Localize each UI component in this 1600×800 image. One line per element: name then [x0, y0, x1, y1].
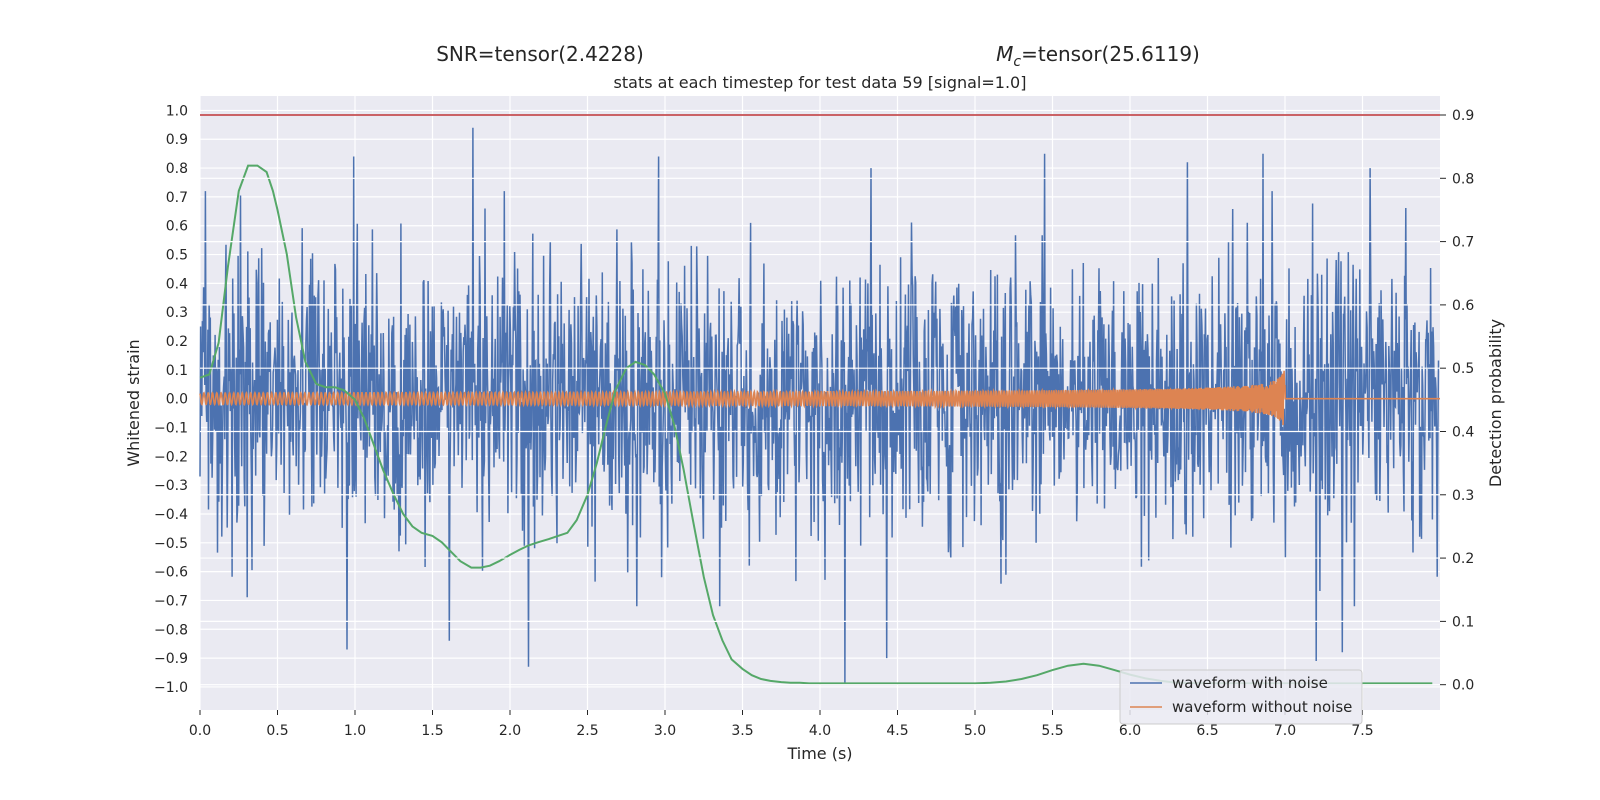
mc-subscript: c	[1013, 54, 1021, 70]
y-left-tick-label: −0.1	[154, 421, 188, 437]
snr-header: SNR=tensor(2.4228)	[436, 42, 644, 66]
detection-probability-series	[199, 164, 1433, 685]
x-tick-label: 0.0	[189, 723, 211, 739]
y-right-tick-label: 0.9	[1452, 108, 1474, 124]
y-left-tick-label: 0.8	[166, 161, 188, 177]
y-left-tick-label: 0.5	[166, 248, 188, 264]
mc-header: Mc=tensor(25.6119)	[996, 42, 1200, 70]
y-right-tick-label: 0.2	[1452, 551, 1474, 567]
x-tick-label: 6.5	[1196, 723, 1218, 739]
detection-probability-line	[199, 164, 1433, 685]
y-left-tick-label: 0.3	[166, 305, 188, 321]
y-axis-left-label: Whitened strain	[124, 339, 143, 466]
chart-title: stats at each timestep for test data 59 …	[614, 73, 1027, 92]
clean-waveform-series	[199, 370, 1440, 426]
legend-label-noise: waveform with noise	[1172, 674, 1328, 692]
y-right-tick-label: 0.6	[1452, 298, 1474, 314]
x-tick-label: 1.5	[421, 723, 443, 739]
y-axis-left: 1.0 0.9 0.8 0.7 0.6 0.5 0.4 0.3 0.2 0.1 0.0 −0.1 −0.…	[154, 103, 188, 696]
clean-waveform-line	[199, 370, 1440, 426]
y-left-tick-label: 0.7	[166, 190, 188, 206]
legend-label-clean: waveform without noise	[1172, 698, 1352, 716]
y-left-tick-label: −0.3	[154, 478, 188, 494]
legend-box	[1119, 669, 1363, 725]
y-left-tick-label: 0.0	[166, 392, 188, 408]
threshold-layer	[200, 114, 1440, 686]
y-axis-right-label: Detection probability	[1486, 319, 1505, 487]
y-right-tick-label: 0.8	[1452, 171, 1474, 187]
x-axis: 0.0 0.5 1.0 1.5 2.0 2.5 3.0 3.5 4.0 4.5 5.0 5.5 6.0 6…	[189, 710, 1374, 739]
x-axis-label: Time (s)	[786, 744, 852, 763]
y-left-tick-label: −0.9	[154, 651, 188, 667]
x-tick-label: 3.0	[654, 723, 676, 739]
y-left-tick-label: −0.6	[154, 565, 188, 581]
y-left-tick-label: −0.2	[154, 449, 188, 465]
y-left-tick-label: −1.0	[154, 680, 188, 696]
y-left-tick-label: 0.4	[166, 276, 188, 292]
x-tick-label: 0.5	[266, 723, 288, 739]
mc-symbol: M	[996, 42, 1013, 66]
y-left-tick-label: −0.8	[154, 622, 188, 638]
y-left-tick-label: −0.5	[154, 536, 188, 552]
x-tick-label: 2.5	[576, 723, 598, 739]
x-tick-label: 7.0	[1274, 723, 1296, 739]
x-tick-label: 6.0	[1119, 723, 1141, 739]
y-right-tick-label: 0.5	[1452, 361, 1474, 377]
y-right-tick-label: 0.7	[1452, 235, 1474, 251]
y-left-tick-label: 0.1	[166, 363, 188, 379]
y-axis-right: 0.9 0.8 0.7 0.6 0.5 0.4 0.3 0.2 0.1 0.0	[1440, 108, 1474, 694]
y-left-tick-label: 0.2	[166, 334, 188, 350]
y-left-tick-label: 1.0	[166, 103, 188, 119]
noise-waveform-series	[199, 127, 1440, 685]
y-right-tick-label: 0.0	[1452, 678, 1474, 694]
y-right-tick-label: 0.4	[1452, 424, 1474, 440]
x-tick-label: 3.5	[731, 723, 753, 739]
mc-value: =tensor(25.6119)	[1021, 42, 1200, 66]
y-right-tick-label: 0.3	[1452, 488, 1474, 504]
x-tick-label: 2.0	[499, 723, 521, 739]
x-tick-label: 7.5	[1351, 723, 1373, 739]
y-right-tick-label: 0.1	[1452, 614, 1474, 630]
y-left-tick-label: −0.7	[154, 593, 188, 609]
noise-waveform-line	[199, 127, 1440, 685]
x-tick-label: 4.0	[809, 723, 831, 739]
x-tick-label: 5.0	[964, 723, 986, 739]
y-left-tick-label: −0.4	[154, 507, 188, 523]
y-left-tick-label: 0.6	[166, 219, 188, 235]
x-tick-label: 4.5	[886, 723, 908, 739]
y-left-tick-label: 0.9	[166, 132, 188, 148]
legend: waveform with noise waveform without noi…	[1119, 669, 1363, 725]
x-tick-label: 1.0	[344, 723, 366, 739]
x-tick-label: 5.5	[1041, 723, 1063, 739]
